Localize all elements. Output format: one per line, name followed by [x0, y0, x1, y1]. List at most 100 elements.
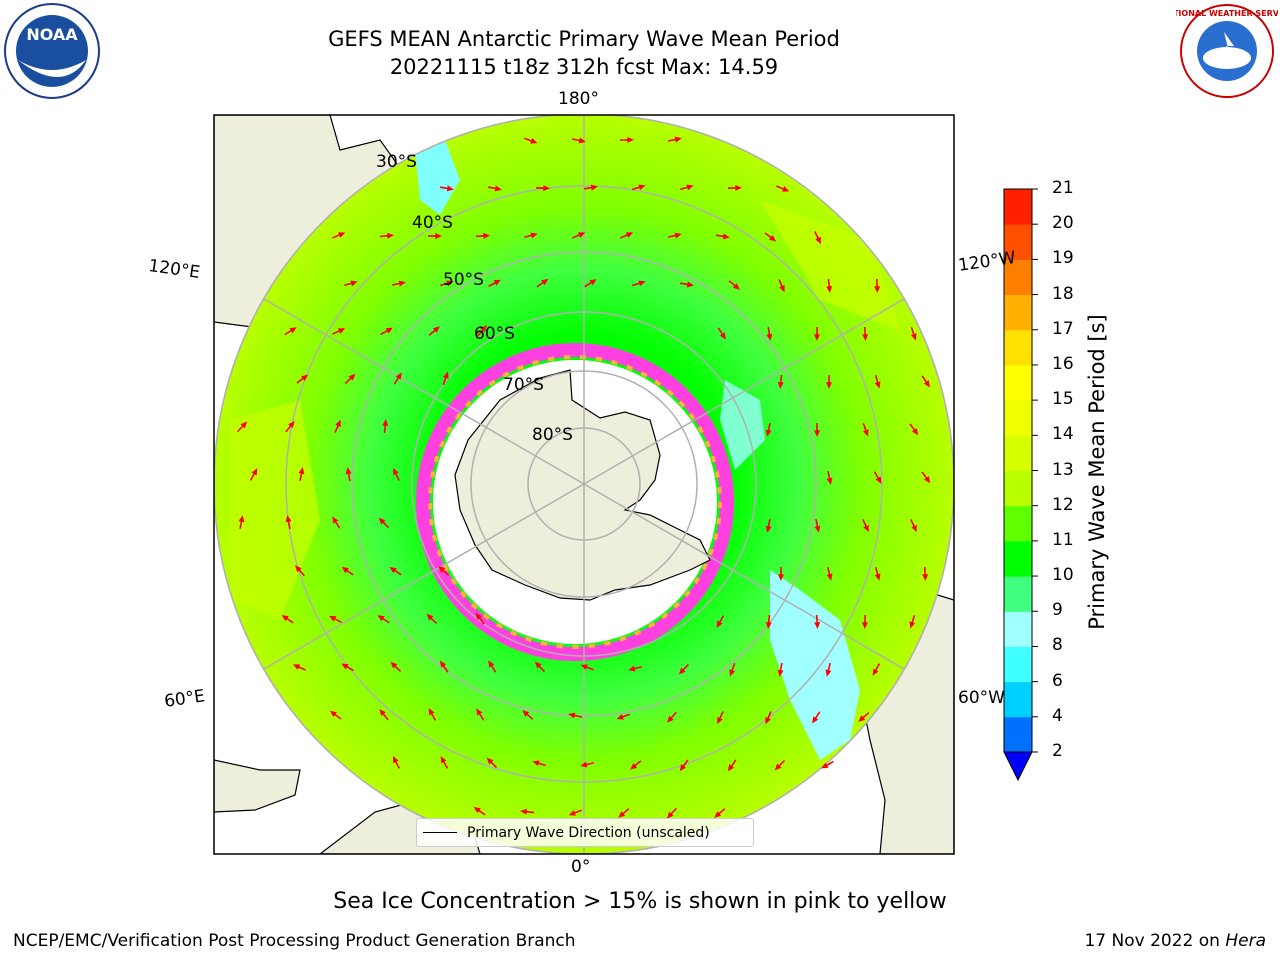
colorbar-tick-label: 10: [1052, 565, 1074, 586]
legend-line-swatch: [423, 832, 457, 833]
colorbar-tick-label: 14: [1052, 424, 1074, 445]
wave-arrow-head: [674, 136, 682, 143]
colorbar: [1003, 188, 1038, 782]
colorbar-tick-label: 15: [1052, 389, 1074, 410]
wave-arrow-head: [446, 185, 454, 192]
wave-arrow-head: [435, 233, 442, 240]
wave-arrow-head: [493, 279, 501, 286]
wave-arrow-head: [774, 763, 782, 771]
wave-arrow-head: [494, 185, 502, 192]
wave-arrow-head: [826, 286, 833, 293]
wave-arrow-head: [568, 712, 576, 719]
wave-arrow-head: [625, 232, 634, 238]
colorbar-tick-label: 6: [1052, 670, 1063, 691]
wave-arrow-head: [666, 811, 674, 819]
wave-arrow-head: [735, 184, 742, 191]
low-period-patch-southamerica: [770, 570, 860, 760]
wave-arrow-head: [825, 669, 832, 677]
wave-arrow-head: [337, 232, 346, 238]
wave-arrow-head: [350, 280, 358, 287]
colorbar-tick-label: 4: [1052, 705, 1063, 726]
wave-arrow-head: [858, 715, 866, 722]
colorbar-segment: [1004, 470, 1032, 507]
sea-ice-note: Sea Ice Concentration > 15% is shown in …: [333, 889, 947, 914]
wave-arrow-head: [385, 327, 393, 334]
wave-arrow-head: [686, 184, 694, 191]
wave-arrow-head: [580, 664, 588, 670]
wave-direction-vectors: [236, 136, 931, 819]
wave-arrow-head: [341, 566, 349, 574]
wave-arrow-head: [298, 467, 305, 475]
colorbar-segment: [1004, 505, 1032, 542]
wave-arrow-head: [765, 429, 772, 437]
lat-label-70s: 70°S: [503, 375, 544, 395]
wave-arrow-head: [240, 421, 248, 429]
wave-arrow-head: [679, 764, 687, 772]
wave-arrow-head: [577, 232, 586, 238]
wave-arrow-head: [628, 665, 636, 672]
wave-arrow-head: [812, 716, 819, 724]
wave-arrow-head: [732, 283, 740, 290]
colorbar-tick-label: 13: [1052, 459, 1074, 480]
colorbar-segment: [1004, 259, 1032, 296]
wave-arrow-head: [782, 186, 790, 192]
wave-arrow-head: [862, 429, 869, 437]
chart-title: GEFS MEAN Antarctic Primary Wave Mean Pe…: [328, 27, 840, 51]
wave-arrow-head: [717, 716, 723, 725]
wave-arrow-head: [863, 524, 869, 533]
wave-arrow-head: [911, 524, 917, 533]
mid-period-patch-north: [760, 200, 900, 330]
colorbar-tick-label: 21: [1052, 178, 1074, 198]
wave-arrow-head: [438, 566, 446, 573]
lat-label-40s: 40°S: [412, 213, 453, 233]
wave-arrow-head: [872, 668, 879, 676]
wave-arrow-head: [378, 517, 386, 525]
wave-arrow-head: [289, 327, 297, 334]
wave-arrow-head: [765, 622, 772, 629]
wave-arrow-head: [630, 763, 638, 770]
wave-arrow-head: [678, 667, 686, 675]
wave-arrow-head: [727, 764, 735, 772]
wave-arrow-head: [475, 612, 483, 620]
chart-subtitle: 20221115 t18z 312h fcst Max: 14.59: [389, 55, 779, 79]
colorbar-segment: [1004, 611, 1032, 647]
colorbar-tick-label: 16: [1052, 353, 1074, 374]
wave-arrow-head: [714, 811, 722, 818]
sea-ice-ring-inner: [428, 355, 722, 649]
lon-label-180: 180°: [558, 89, 599, 109]
wave-arrow-head: [281, 614, 289, 622]
colorbar-segment: [1004, 329, 1032, 366]
wave-arrow-head: [766, 333, 773, 341]
sea-ice-ring: [416, 343, 734, 661]
wave-arrow-head: [377, 615, 385, 622]
wave-arrow-head: [777, 382, 784, 389]
colorbar-tick-label: 20: [1052, 213, 1074, 234]
wave-arrow-head: [446, 280, 454, 287]
wave-arrow-head: [821, 762, 829, 769]
wave-arrow-head: [909, 621, 916, 629]
wave-arrow-head: [288, 420, 295, 429]
colorbar-segment: [1004, 646, 1032, 683]
wave-arrow-head: [292, 664, 301, 670]
wave-arrow-head: [348, 373, 356, 381]
wave-arrow-head: [442, 371, 449, 379]
wave-arrow-head: [251, 468, 258, 476]
colorbar-label: Primary Wave Mean Period [s]: [1085, 314, 1109, 630]
colorbar-segment: [1004, 364, 1032, 401]
wave-arrow-head: [769, 235, 777, 242]
wave-arrow-head: [779, 284, 785, 293]
date-line: 17 Nov 2022 on Hera: [1084, 931, 1266, 951]
africa-land: [214, 759, 301, 813]
wave-arrow-head: [488, 660, 495, 668]
colorbar-tick-label: 8: [1052, 635, 1063, 656]
wave-arrow-head: [395, 372, 402, 380]
wave-arrow-head: [476, 708, 483, 716]
wave-arrow-head: [716, 620, 723, 628]
colorbar-segment: [1004, 435, 1032, 471]
noaa-logo-text: NOAA: [26, 25, 78, 44]
wave-arrow-head: [777, 669, 784, 677]
wave-arrow-head: [578, 137, 586, 144]
colorbar-tick-label: 17: [1052, 318, 1074, 339]
colorbar-segment: [1004, 576, 1032, 612]
colorbar-tick-label: 12: [1052, 494, 1074, 515]
